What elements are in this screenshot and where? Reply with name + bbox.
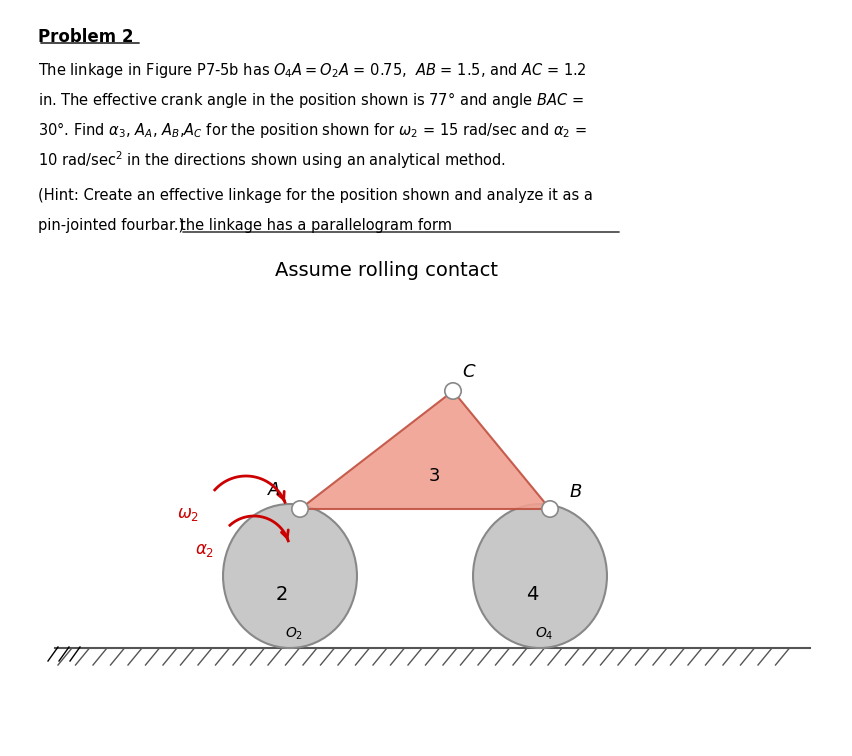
Text: Problem 2: Problem 2 <box>38 28 134 46</box>
Text: $C$: $C$ <box>462 363 476 381</box>
Circle shape <box>445 383 461 399</box>
Text: in. The effective crank angle in the position shown is 77° and angle $BAC$ =: in. The effective crank angle in the pos… <box>38 91 584 110</box>
Polygon shape <box>300 391 550 509</box>
Circle shape <box>542 500 558 517</box>
Text: $O_4$: $O_4$ <box>535 626 553 642</box>
Text: the linkage has a parallelogram form: the linkage has a parallelogram form <box>180 218 452 233</box>
Text: (Hint: Create an effective linkage for the position shown and analyze it as a: (Hint: Create an effective linkage for t… <box>38 188 593 203</box>
Text: $\omega_2$: $\omega_2$ <box>177 505 199 523</box>
Text: 3: 3 <box>429 466 440 485</box>
Ellipse shape <box>473 504 607 648</box>
Text: $\alpha_2$: $\alpha_2$ <box>195 541 214 559</box>
Text: Assume rolling contact: Assume rolling contact <box>275 261 498 280</box>
Text: $O_2$: $O_2$ <box>285 626 303 642</box>
Text: 30°. Find $\alpha_3$, $A_A$, $A_B$,$A_C$ for the position shown for $\omega_2$ =: 30°. Find $\alpha_3$, $A_A$, $A_B$,$A_C$… <box>38 120 587 140</box>
Circle shape <box>291 500 308 517</box>
Text: The linkage in Figure P7-5b has $O_4A = O_2A$ = 0.75,  $AB$ = 1.5, and $AC$ = 1.: The linkage in Figure P7-5b has $O_4A = … <box>38 61 586 80</box>
Text: $A$: $A$ <box>267 481 281 499</box>
Text: pin-jointed fourbar.): pin-jointed fourbar.) <box>38 218 184 233</box>
Ellipse shape <box>223 504 357 648</box>
Text: 10 rad/sec$^2$ in the directions shown using an analytical method.: 10 rad/sec$^2$ in the directions shown u… <box>38 150 506 171</box>
Text: 4: 4 <box>526 584 538 603</box>
Text: 2: 2 <box>276 584 288 603</box>
Text: $B$: $B$ <box>569 483 583 501</box>
